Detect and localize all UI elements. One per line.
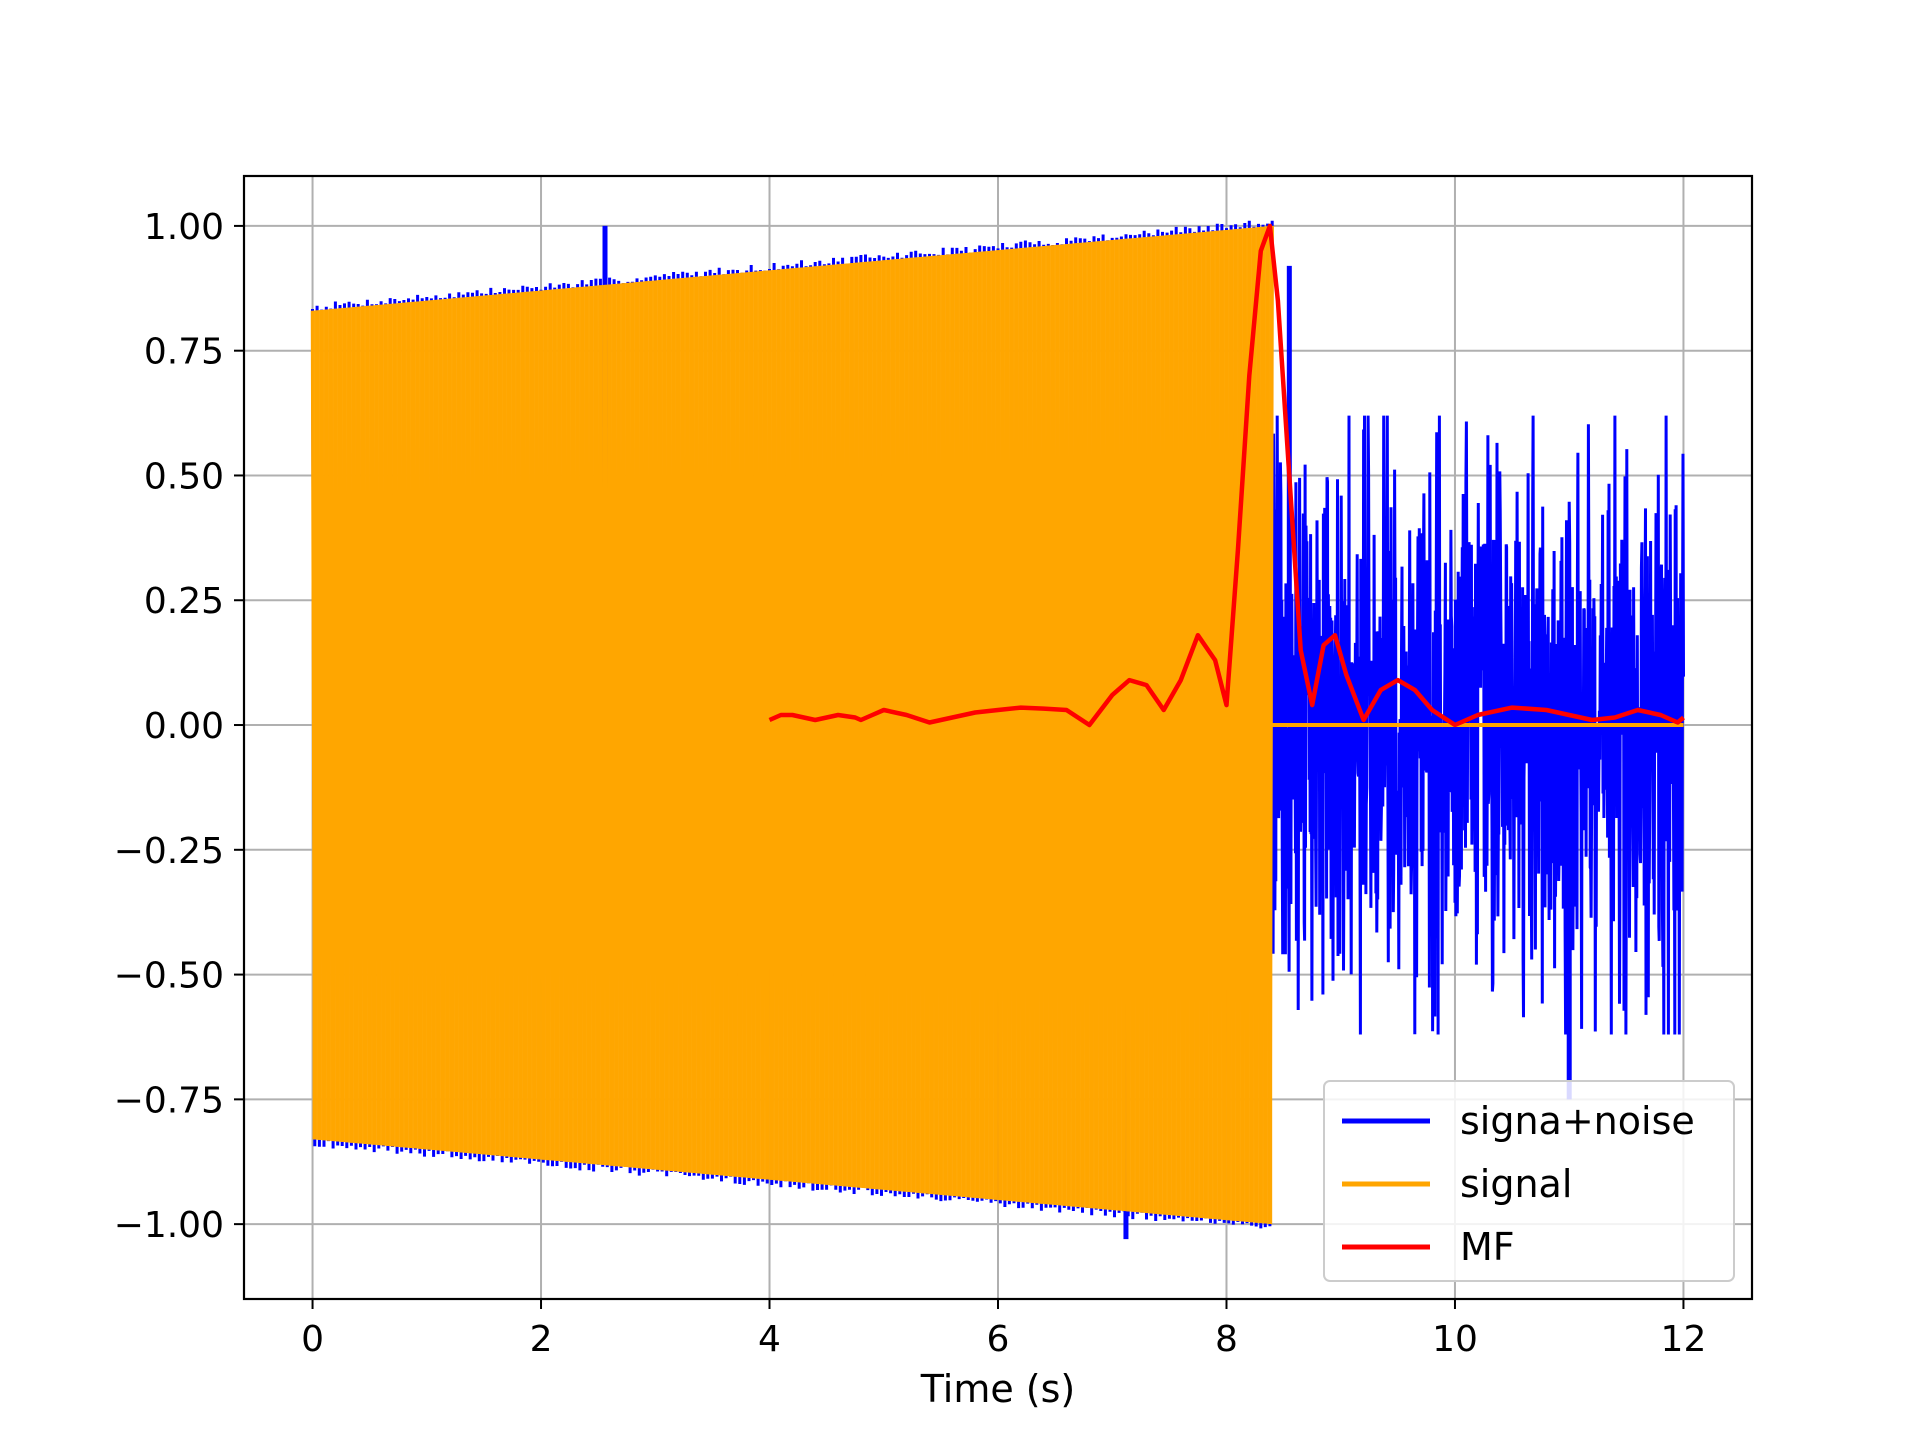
x-tick-label: 2 (530, 1319, 553, 1360)
x-axis-label: Time (s) (920, 1367, 1076, 1411)
legend-label-1: signal (1460, 1162, 1572, 1206)
signal-chirp-fill (312, 225, 1273, 1225)
x-tick-label: 10 (1432, 1319, 1478, 1360)
signal-noise-chirp-line (311, 220, 1274, 1229)
legend-box (1323, 1080, 1735, 1282)
y-tick-label: 1.00 (144, 207, 224, 248)
y-tick-label: 0.75 (144, 332, 224, 373)
signal-noise-noise-line (1270, 415, 1685, 1035)
y-tick-label: 0.25 (144, 581, 224, 622)
y-tick-label: 0.50 (144, 456, 224, 497)
y-tick-label: 0.00 (144, 706, 224, 747)
x-tick-label: 6 (987, 1319, 1010, 1360)
x-tick-label: 4 (758, 1319, 781, 1360)
x-tick-label: 0 (301, 1319, 324, 1360)
series-layer (310, 220, 1685, 1240)
x-tick-label: 8 (1215, 1319, 1238, 1360)
y-tick-label: −0.75 (114, 1080, 224, 1121)
legend: signa+noise signal MF (1323, 1080, 1735, 1282)
y-tick-label: −0.25 (114, 831, 224, 872)
legend-label-2: MF (1460, 1225, 1515, 1269)
mf-line (768, 223, 1685, 728)
legend-label-0: signa+noise (1460, 1099, 1695, 1143)
y-tick-label: −1.00 (114, 1205, 224, 1246)
x-tick-label: 12 (1661, 1319, 1707, 1360)
tick-layer: 0 2 4 6 8 10 12 1.00 0.75 0.50 0.25 0.00 −0.25 −0.50 −… (114, 207, 1707, 1360)
y-tick-label: −0.50 (114, 956, 224, 997)
